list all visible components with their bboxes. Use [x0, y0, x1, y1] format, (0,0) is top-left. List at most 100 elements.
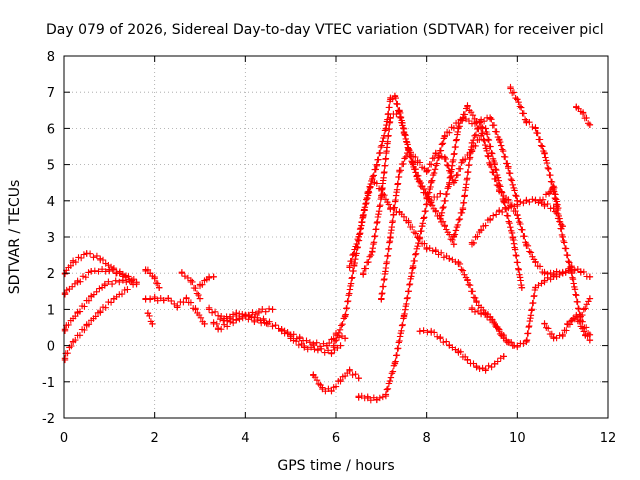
- data-point: [301, 344, 308, 351]
- data-point: [568, 270, 575, 277]
- data-point: [441, 154, 448, 161]
- data-point: [382, 125, 390, 132]
- data-point: [414, 233, 421, 241]
- data-point: [187, 277, 195, 284]
- data-point: [142, 266, 149, 273]
- data-point: [61, 289, 69, 297]
- data-point: [500, 197, 507, 204]
- data-point: [269, 306, 276, 313]
- data-point: [486, 215, 494, 223]
- data-point: [178, 270, 186, 277]
- data-point: [550, 335, 557, 342]
- data-point: [559, 331, 566, 338]
- data-point: [124, 286, 131, 293]
- data-point: [233, 317, 240, 324]
- data-point: [110, 295, 118, 302]
- data-point: [482, 365, 489, 373]
- data-point: [196, 282, 204, 290]
- data-point: [323, 342, 331, 349]
- x-tick-label: 10: [509, 431, 526, 446]
- data-point: [314, 346, 322, 353]
- data-point: [423, 193, 430, 201]
- series-track-16: [310, 366, 362, 395]
- y-tick-label: 6: [47, 122, 55, 137]
- data-point: [573, 103, 580, 110]
- data-point: [378, 295, 385, 302]
- data-point: [428, 327, 435, 335]
- data-point: [387, 233, 394, 241]
- data-point: [391, 92, 399, 100]
- data-point: [586, 273, 594, 281]
- data-point: [61, 326, 69, 333]
- series-track-22: [416, 327, 507, 374]
- data-point: [514, 201, 521, 208]
- data-point: [518, 284, 526, 291]
- y-tick-label: 7: [47, 86, 55, 101]
- data-point: [151, 275, 158, 282]
- data-point: [328, 387, 335, 395]
- data-point: [337, 376, 344, 384]
- data-point: [151, 295, 158, 302]
- series-track-8: [165, 294, 208, 328]
- data-point: [473, 298, 480, 306]
- series-track-5: [142, 266, 163, 291]
- data-point: [205, 306, 213, 313]
- data-point: [387, 96, 394, 103]
- data-point: [523, 197, 530, 204]
- series-track-15: [287, 335, 344, 357]
- data-point: [373, 396, 380, 404]
- data-point: [423, 168, 430, 176]
- data-point: [564, 320, 571, 328]
- data-point: [432, 248, 439, 255]
- data-point: [507, 85, 514, 92]
- data-point: [446, 255, 453, 262]
- series-track-28: [536, 183, 562, 212]
- data-point: [201, 320, 208, 328]
- data-point: [500, 353, 507, 360]
- y-axis-title: SDTVAR / TECUs: [7, 180, 23, 295]
- data-point: [364, 394, 371, 402]
- data-point: [174, 302, 181, 309]
- data-point: [482, 125, 489, 132]
- data-point: [536, 197, 544, 204]
- data-point: [337, 342, 344, 349]
- data-point: [523, 241, 530, 248]
- data-point: [455, 125, 462, 132]
- data-point: [477, 117, 485, 125]
- data-point: [437, 215, 444, 223]
- data-point: [496, 327, 503, 335]
- data-point: [532, 284, 539, 291]
- data-marks: [61, 83, 594, 404]
- data-point: [468, 139, 476, 147]
- y-tick-label: -1: [42, 376, 55, 391]
- data-point: [541, 320, 548, 328]
- data-point: [119, 277, 127, 284]
- data-point: [355, 374, 362, 382]
- data-point: [586, 121, 594, 128]
- data-point: [514, 342, 521, 349]
- data-point: [373, 161, 380, 168]
- y-tick-label: 2: [47, 267, 55, 282]
- data-point: [391, 360, 399, 367]
- data-point: [210, 273, 217, 281]
- y-tick-label: 5: [47, 159, 55, 174]
- data-point: [418, 222, 426, 230]
- data-point: [586, 295, 594, 302]
- data-point: [74, 279, 81, 286]
- data-point: [160, 297, 167, 304]
- y-tick-label: 4: [47, 195, 55, 210]
- x-tick-label: 12: [600, 431, 617, 446]
- data-point: [541, 201, 548, 208]
- data-point: [505, 204, 512, 212]
- series-track-14: [278, 327, 349, 350]
- data-point: [183, 295, 190, 302]
- series-track-31: [573, 103, 594, 128]
- data-point: [88, 268, 95, 275]
- data-point: [255, 308, 263, 315]
- data-point: [396, 107, 403, 114]
- data-point: [523, 117, 530, 125]
- data-point: [310, 340, 317, 347]
- x-tick-label: 0: [60, 431, 68, 446]
